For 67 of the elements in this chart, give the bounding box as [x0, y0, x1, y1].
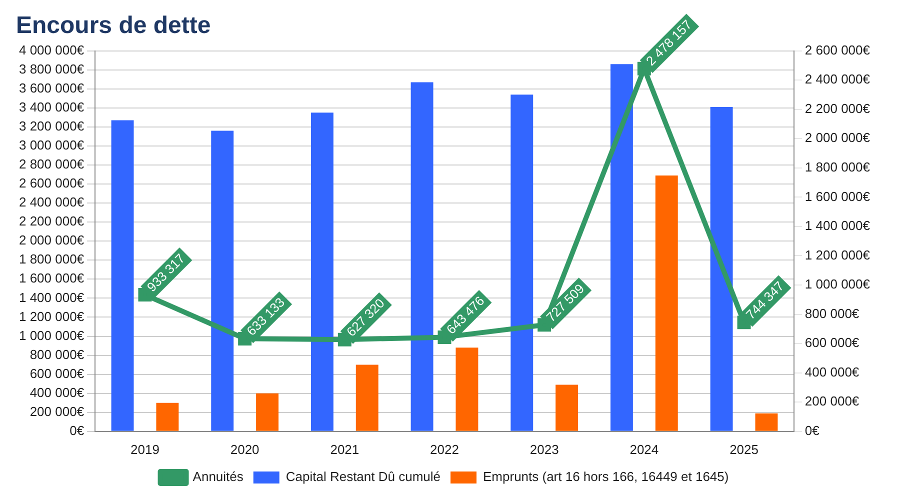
- y-tick-label: 3 600 000€: [18, 80, 85, 96]
- y-tick-label: 3 400 000€: [18, 99, 85, 114]
- y2-tick-label: 200 000€: [804, 394, 860, 409]
- data-label: 633 133: [244, 294, 288, 339]
- y2-tick-label: 1 400 000€: [804, 218, 871, 234]
- y-tick-label: 1 600 000€: [18, 270, 85, 286]
- x-tick-label: 2025: [730, 442, 758, 457]
- y2-tick-label: 2 000 000€: [804, 130, 871, 146]
- y-tick-label: 800 000€: [30, 346, 85, 362]
- y2-tick-label: 2 200 000€: [804, 100, 871, 116]
- y-tick-label: 400 000€: [30, 384, 85, 400]
- y-tick-label: 1 000 000€: [18, 328, 85, 343]
- x-tick-label: 2019: [130, 442, 160, 457]
- y-tick-label: 2 600 000€: [18, 176, 85, 191]
- bar: [456, 348, 478, 431]
- bar: [356, 364, 378, 431]
- bar: [111, 120, 134, 431]
- y2-tick-label: 1 000 000€: [804, 276, 871, 292]
- bar: [256, 393, 279, 431]
- y-tick-label: 3 000 000€: [18, 138, 85, 153]
- y-tick-label: 1 800 000€: [18, 252, 85, 267]
- chart-title: Encours de dette: [16, 12, 211, 40]
- x-tick-label: 2021: [330, 442, 360, 457]
- x-tick-label: 2024: [630, 442, 659, 457]
- data-label: 627 320: [344, 296, 388, 340]
- data-label: 727 509: [543, 280, 588, 325]
- x-tick-label: 2023: [530, 442, 559, 457]
- y-tick-label: 2 400 000€: [18, 194, 85, 210]
- y2-tick-label: 400 000€: [804, 364, 860, 380]
- y2-tick-label: 2 600 000€: [804, 42, 871, 58]
- y-tick-label: 2 200 000€: [18, 214, 85, 229]
- bar: [310, 112, 334, 431]
- y-tick-label: 3 200 000€: [18, 118, 85, 134]
- y-tick-label: 2 800 000€: [18, 156, 85, 172]
- y-tick-label: 2 000 000€: [18, 232, 85, 248]
- legend-label: Emprunts (art 16 hors 166, 16449 et 1645): [483, 469, 729, 484]
- data-label: 2 478 157: [643, 16, 695, 68]
- y2-tick-label: 1 200 000€: [804, 247, 871, 262]
- y2-tick-label: 600 000€: [804, 335, 860, 350]
- y-tick-label: 200 000€: [30, 404, 85, 419]
- y2-tick-label: 800 000€: [804, 306, 860, 321]
- data-label: 744 347: [742, 278, 787, 322]
- y2-tick-label: 0€: [804, 422, 820, 438]
- bar: [556, 384, 578, 431]
- data-label: 933 317: [144, 250, 188, 295]
- y2-tick-label: 1 600 000€: [804, 188, 871, 204]
- bar: [610, 64, 633, 431]
- y2-tick-label: 1 800 000€: [804, 159, 871, 174]
- bar: [410, 82, 434, 431]
- bar: [211, 130, 234, 431]
- bar: [710, 106, 733, 431]
- bar: [655, 175, 678, 431]
- bar: [510, 94, 534, 431]
- data-label: 643 476: [443, 293, 488, 338]
- x-tick-label: 2020: [230, 442, 260, 457]
- x-tick-label: 2022: [430, 442, 459, 457]
- y-tick-label: 3 800 000€: [18, 61, 85, 76]
- bar: [156, 402, 179, 431]
- y-tick-label: 1 400 000€: [18, 290, 85, 305]
- y-tick-label: 4 000 000€: [18, 42, 85, 58]
- y-tick-label: 0€: [70, 422, 85, 438]
- y2-tick-label: 2 400 000€: [804, 72, 871, 87]
- bar: [755, 413, 778, 431]
- y-tick-label: 1 200 000€: [18, 308, 85, 324]
- legend-label: Annuités: [192, 469, 244, 484]
- y-tick-label: 600 000€: [30, 366, 85, 381]
- legend-label: Capital Restant Dû cumulé: [286, 469, 441, 484]
